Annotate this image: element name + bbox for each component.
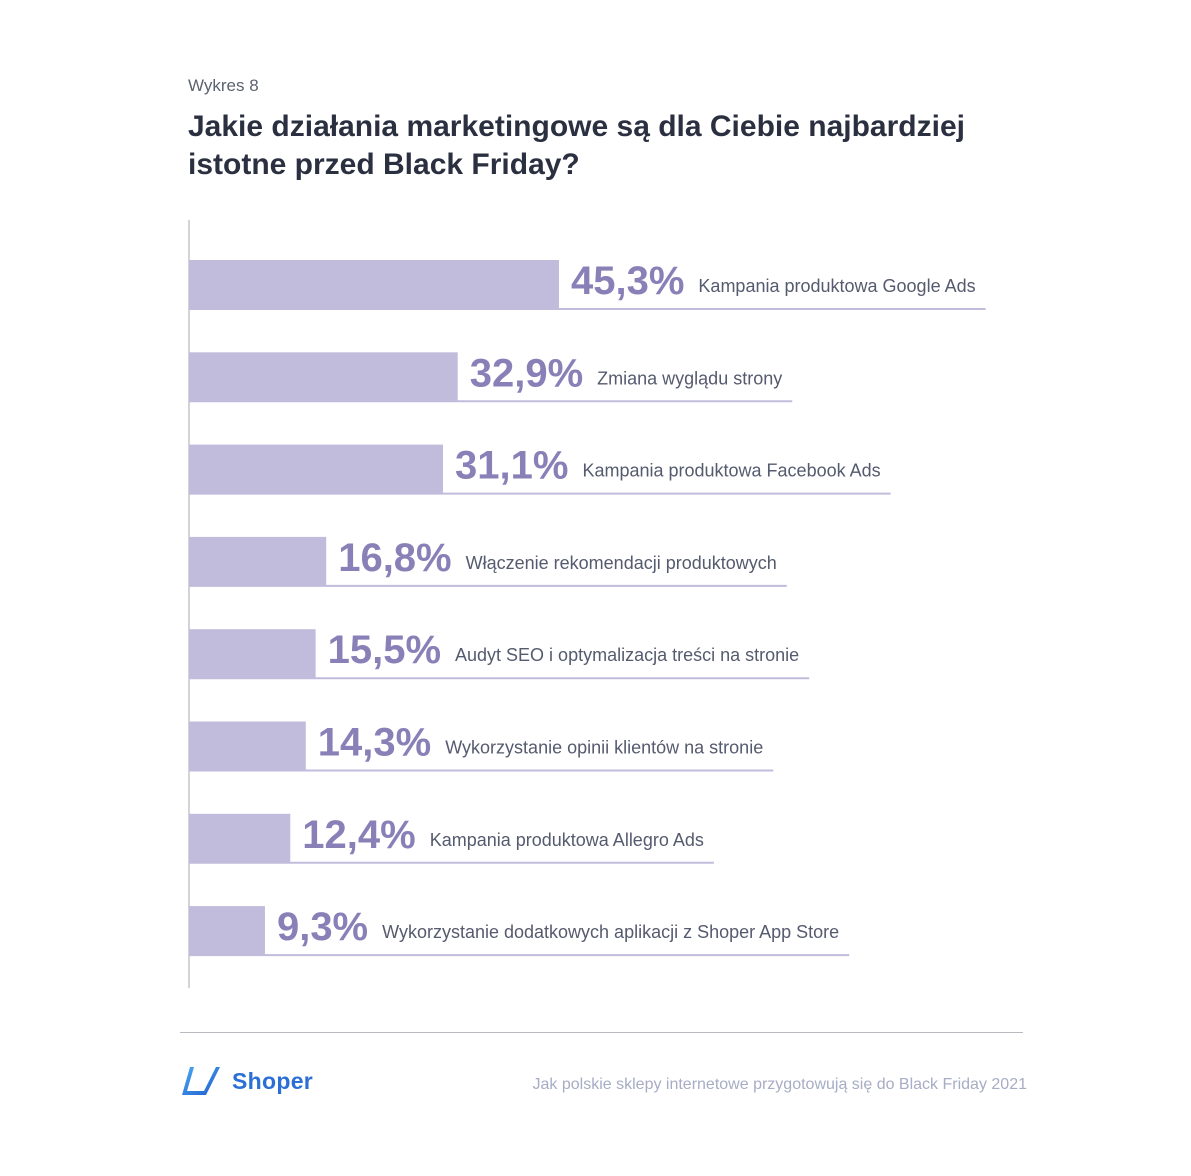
bar-1: [189, 352, 458, 402]
category-label-7: Wykorzystanie dodatkowych aplikacji z Sh…: [382, 922, 839, 942]
value-label-2: 31,1%: [455, 444, 568, 488]
category-label-6: Kampania produktowa Allegro Ads: [430, 830, 704, 850]
value-label-5: 14,3%: [318, 721, 431, 765]
bar-6: [189, 813, 291, 863]
value-label-6: 12,4%: [302, 813, 415, 857]
bar-chart: 45,3% Kampania produktowa Google Ads 32,9%…: [188, 220, 986, 988]
value-label-1: 32,9%: [470, 351, 583, 395]
category-label-1: Zmiana wyglądu strony: [597, 368, 782, 388]
value-label-4: 15,5%: [328, 628, 441, 672]
bar-2: [189, 444, 444, 494]
category-label-4: Audyt SEO i optymalizacja treści na stro…: [455, 645, 799, 665]
chart-caption: Wykres 8: [188, 76, 259, 95]
value-label-7: 9,3%: [277, 905, 368, 949]
value-label-0: 45,3%: [571, 259, 684, 303]
bar-0: [189, 260, 559, 309]
brand-name: Shoper: [232, 1067, 314, 1094]
shoper-logo-icon: [182, 1067, 220, 1095]
shoper-logo: Shoper: [180, 1061, 313, 1101]
category-label-5: Wykorzystanie opinii klientów na stronie: [445, 738, 763, 758]
bar-4: [189, 629, 316, 679]
category-label-3: Włączenie rekomendacji produktowych: [466, 553, 777, 573]
category-label-0: Kampania produktowa Google Ads: [698, 276, 975, 296]
bar-3: [189, 536, 327, 586]
footer-divider: [180, 1032, 1023, 1033]
bar-5: [189, 721, 306, 771]
chart-title: Jakie działania marketingowe są dla Cieb…: [188, 110, 965, 181]
report-title: Jak polskie sklepy internetowe przygotow…: [532, 1076, 1027, 1093]
category-label-2: Kampania produktowa Facebook Ads: [582, 461, 880, 481]
value-label-3: 16,8%: [338, 536, 451, 580]
bar-7: [189, 906, 265, 956]
